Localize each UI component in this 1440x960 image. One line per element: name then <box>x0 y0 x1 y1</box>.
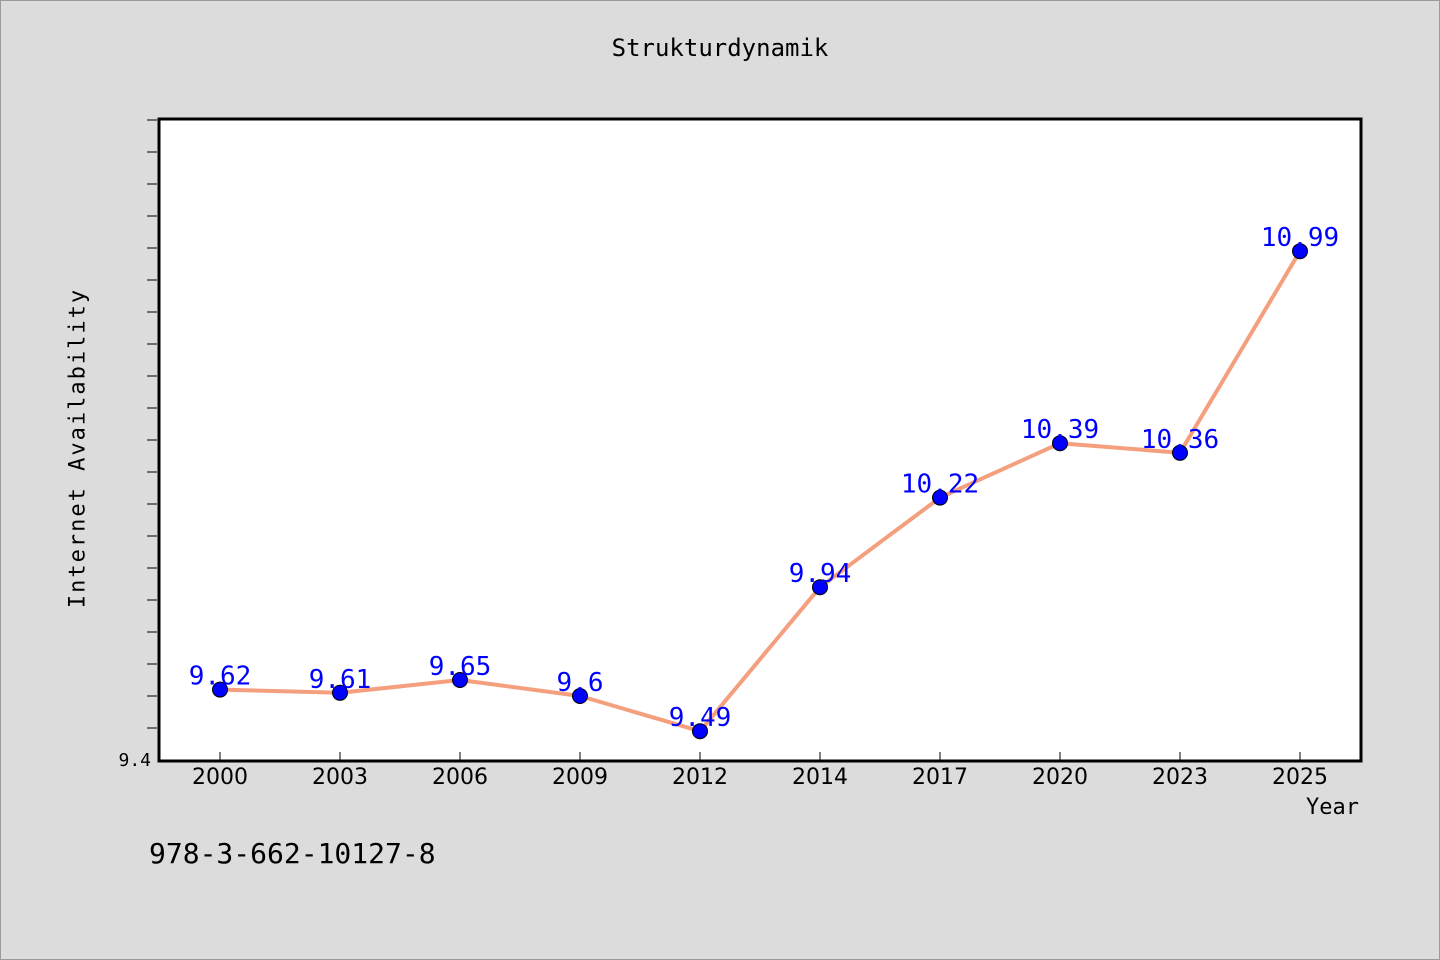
x-tick-label: 2006 <box>432 765 488 790</box>
data-label: 10.99 <box>1261 223 1339 253</box>
data-point <box>812 579 828 596</box>
x-tick-label: 2017 <box>912 765 968 790</box>
data-point <box>692 723 708 740</box>
data-label: 9.94 <box>789 559 852 589</box>
data-point <box>452 672 468 688</box>
series-layer: 9.62 9.61 9.65 9.6 9.49 9.94 10.22 10.39 10.36 10… <box>189 223 1339 740</box>
data-point <box>332 684 348 701</box>
data-point <box>1052 435 1068 452</box>
data-label: 9.65 <box>429 652 492 682</box>
isbn-text: 978-3-662-10127-8 <box>149 837 436 870</box>
data-point <box>932 489 948 506</box>
plot-area <box>157 117 1363 763</box>
data-point <box>1172 444 1188 461</box>
data-point <box>572 688 588 704</box>
y-axis-ticks: 9.4 <box>118 119 157 771</box>
data-label: 9.49 <box>669 703 732 733</box>
data-label: 9.6 <box>557 668 604 698</box>
data-point <box>1292 243 1308 260</box>
data-label: 10.22 <box>901 470 979 500</box>
x-tick-label: 2000 <box>192 765 248 790</box>
data-label: 9.62 <box>189 662 252 692</box>
x-axis-label: Year <box>1306 795 1359 820</box>
x-tick-label: 2014 <box>792 765 848 790</box>
x-tick-label: 2020 <box>1032 765 1088 790</box>
series-line <box>219 250 1302 734</box>
x-axis-ticks: 2000 2003 2006 2009 2012 2014 2017 2020 2023 2025 <box>192 752 1328 790</box>
y-tick-label: 9.4 <box>118 750 151 771</box>
x-tick-label: 2009 <box>552 765 608 790</box>
x-tick-label: 2023 <box>1152 765 1208 790</box>
x-tick-label: 2012 <box>672 765 728 790</box>
chart-title: Strukturdynamik <box>611 34 829 62</box>
data-label: 9.61 <box>309 665 372 695</box>
x-tick-label: 2025 <box>1272 765 1328 790</box>
data-label: 10.39 <box>1021 415 1099 445</box>
data-point <box>212 681 228 698</box>
x-tick-label: 2003 <box>312 765 368 790</box>
data-label: 10.36 <box>1141 425 1219 455</box>
